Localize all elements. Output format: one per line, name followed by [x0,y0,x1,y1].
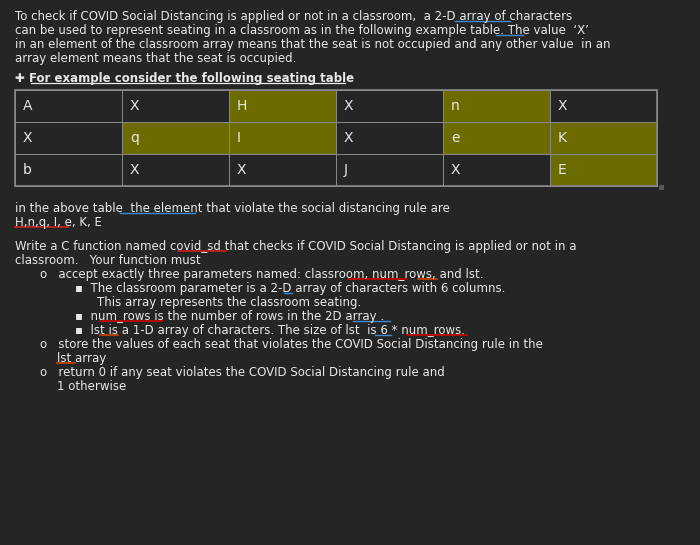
Text: X: X [130,99,139,113]
Text: X: X [130,163,139,177]
Text: X: X [23,131,32,145]
Text: e: e [451,131,459,145]
Text: X: X [344,99,354,113]
Bar [229,154,336,186]
Bar [15,154,122,186]
Text: ▪  num_rows is the number of rows in the 2D array .: ▪ num_rows is the number of rows in the … [75,310,384,323]
Text: K: K [558,131,567,145]
Text: Write a C function named covid_sd that checks if COVID Social Distancing is appl: Write a C function named covid_sd that c… [15,240,577,253]
Text: A: A [23,99,32,113]
Text: lst array: lst array [57,352,106,365]
Text: o   accept exactly three parameters named: classroom, num_rows, and lst.: o accept exactly three parameters named:… [40,268,484,281]
Text: o   store the values of each seat that violates the COVID Social Distancing rule: o store the values of each seat that vio… [40,338,543,351]
Text: I: I [237,131,241,145]
Bar [443,154,550,186]
Text: ▪  lst is a 1-D array of characters. The size of lst  is 6 * num_rows.: ▪ lst is a 1-D array of characters. The … [75,324,465,337]
Bar [443,90,550,122]
Text: classroom.   Your function must: classroom. Your function must [15,254,201,267]
Bar [550,154,657,186]
Bar [15,122,122,154]
Text: E: E [558,163,567,177]
Text: array element means that the seat is occupied.: array element means that the seat is occ… [15,52,296,65]
Text: n: n [451,99,460,113]
Text: o   return 0 if any seat violates the COVID Social Distancing rule and: o return 0 if any seat violates the COVI… [40,366,444,379]
Bar [229,90,336,122]
Bar [15,90,657,186]
Text: in the above table  the element that violate the social distancing rule are: in the above table the element that viol… [15,202,450,215]
Bar [229,122,336,154]
Text: H: H [237,99,247,113]
Bar [336,154,443,186]
Text: X: X [451,163,461,177]
Bar [550,122,657,154]
Bar [122,122,229,154]
Bar [443,122,550,154]
Bar [336,122,443,154]
Text: This array represents the classroom seating.: This array represents the classroom seat… [97,296,361,309]
Text: ▪  The classroom parameter is a 2-D array of characters with 6 columns.: ▪ The classroom parameter is a 2-D array… [75,282,505,295]
Text: can be used to represent seating in a classroom as in the following example tabl: can be used to represent seating in a cl… [15,24,589,37]
Text: To check if COVID Social Distancing is applied or not in a classroom,  a 2-D arr: To check if COVID Social Distancing is a… [15,10,573,23]
Text: H,n,q, I, e, K, E: H,n,q, I, e, K, E [15,216,102,229]
Bar [336,90,443,122]
Text: ✚ For example consider the following seating table: ✚ For example consider the following sea… [15,72,354,85]
Text: J: J [344,163,348,177]
Bar [550,90,657,122]
Bar [659,185,664,190]
Text: in an element of the classroom array means that the seat is not occupied and any: in an element of the classroom array mea… [15,38,610,51]
Text: 1 otherwise: 1 otherwise [57,380,126,393]
Text: b: b [23,163,32,177]
Text: X: X [237,163,246,177]
Bar [122,90,229,122]
Bar [15,90,122,122]
Bar [122,154,229,186]
Text: q: q [130,131,139,145]
Text: X: X [344,131,354,145]
Text: X: X [558,99,568,113]
